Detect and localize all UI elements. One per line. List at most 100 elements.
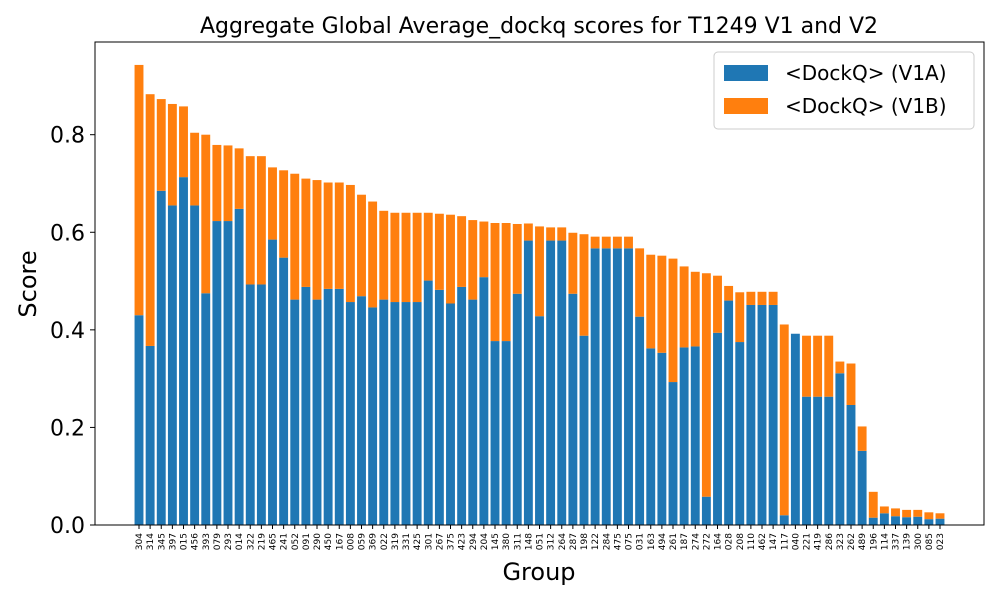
bar-v1a-117 bbox=[779, 515, 789, 525]
bar-v1b-314 bbox=[145, 94, 155, 346]
x-tick-label: 301 bbox=[424, 533, 434, 550]
bar-v1a-264 bbox=[557, 240, 567, 525]
x-tick-label: 450 bbox=[324, 533, 334, 550]
bar-v1a-059 bbox=[357, 296, 366, 525]
bar-v1a-114 bbox=[879, 513, 889, 525]
bar-v1a-287 bbox=[568, 293, 578, 525]
bar-v1b-208 bbox=[735, 292, 745, 343]
x-axis: 304 314 345 397 015 456 393 079 293 014 322 219 465 2… bbox=[135, 525, 946, 550]
bar-v1b-264 bbox=[557, 227, 567, 241]
bar-v1b-145 bbox=[490, 223, 500, 342]
x-tick-label: 139 bbox=[903, 533, 913, 550]
bar-v1b-085 bbox=[924, 512, 934, 520]
bar-v1b-052 bbox=[290, 173, 300, 300]
x-tick-label: 147 bbox=[769, 533, 779, 550]
bar-v1a-221 bbox=[802, 396, 811, 525]
bar-v1b-091 bbox=[301, 178, 311, 287]
bar-v1a-397 bbox=[167, 205, 177, 525]
bar-v1a-198 bbox=[579, 335, 589, 525]
bar-v1a-331 bbox=[401, 302, 411, 525]
bar-v1b-114 bbox=[879, 506, 889, 514]
bar-v1a-261 bbox=[668, 382, 678, 525]
x-tick-label: 375 bbox=[447, 533, 457, 550]
bar-v1a-187 bbox=[679, 347, 689, 525]
x-tick-label: 008 bbox=[346, 533, 356, 550]
x-tick-label: 264 bbox=[558, 533, 568, 550]
bar-v1b-311 bbox=[512, 223, 522, 294]
bar-v1b-219 bbox=[256, 156, 266, 285]
x-tick-label: 241 bbox=[280, 533, 290, 550]
bar-v1b-312 bbox=[546, 227, 556, 241]
x-tick-label: 145 bbox=[491, 533, 501, 550]
bar-v1a-014 bbox=[234, 208, 244, 525]
x-tick-label: 380 bbox=[502, 533, 512, 550]
bar-v1a-294 bbox=[468, 299, 478, 525]
bar-v1b-380 bbox=[501, 223, 511, 342]
y-tick-label: 0.8 bbox=[50, 124, 85, 149]
bar-v1b-423 bbox=[457, 216, 467, 287]
bar-v1a-293 bbox=[223, 221, 233, 526]
x-tick-label: 293 bbox=[224, 533, 234, 550]
x-tick-label: 167 bbox=[335, 533, 345, 550]
bar-v1a-008 bbox=[345, 302, 355, 525]
x-tick-label: 122 bbox=[591, 533, 601, 550]
x-tick-label: 419 bbox=[814, 533, 824, 550]
x-tick-label: 323 bbox=[836, 533, 846, 550]
bar-v1a-147 bbox=[768, 304, 778, 525]
x-tick-label: 489 bbox=[858, 533, 868, 550]
legend-swatch-v1a bbox=[724, 65, 768, 81]
bar-v1b-274 bbox=[690, 271, 700, 347]
bar-v1b-023 bbox=[935, 513, 945, 519]
bar-v1a-167 bbox=[334, 288, 344, 525]
bar-v1b-465 bbox=[268, 167, 277, 240]
bar-v1a-219 bbox=[256, 284, 266, 525]
x-tick-label: 198 bbox=[580, 533, 590, 550]
bar-v1b-345 bbox=[156, 99, 166, 191]
bar-v1a-052 bbox=[290, 299, 300, 525]
x-tick-label: 456 bbox=[191, 533, 201, 550]
x-tick-label: 148 bbox=[524, 533, 534, 550]
bar-v1a-023 bbox=[935, 518, 945, 525]
bar-v1b-369 bbox=[368, 201, 378, 308]
bar-v1b-290 bbox=[312, 180, 322, 300]
x-tick-label: 015 bbox=[180, 533, 190, 550]
bar-v1a-075 bbox=[624, 248, 633, 525]
bar-v1a-425 bbox=[412, 302, 422, 525]
x-tick-label: 051 bbox=[536, 533, 546, 550]
bar-v1b-051 bbox=[535, 226, 544, 317]
bar-v1a-475 bbox=[612, 248, 622, 525]
bar-v1b-489 bbox=[857, 426, 867, 451]
x-tick-label: 031 bbox=[636, 533, 646, 550]
bar-v1b-425 bbox=[412, 212, 422, 303]
bar-v1b-304 bbox=[134, 64, 144, 316]
bar-v1a-022 bbox=[379, 299, 389, 525]
x-tick-label: 085 bbox=[925, 533, 935, 550]
bar-v1b-167 bbox=[334, 182, 344, 289]
bar-v1b-375 bbox=[446, 214, 455, 304]
bar-v1a-204 bbox=[479, 277, 489, 525]
bar-v1b-122 bbox=[590, 236, 600, 249]
bars-group bbox=[134, 64, 945, 526]
bar-v1b-059 bbox=[357, 194, 366, 297]
bar-v1a-462 bbox=[757, 304, 767, 525]
legend-label-v1b: <DockQ> (V1B) bbox=[785, 94, 947, 118]
bar-v1b-008 bbox=[345, 184, 355, 303]
x-tick-label: 274 bbox=[691, 533, 701, 550]
x-tick-label: 337 bbox=[892, 533, 902, 550]
x-tick-label: 204 bbox=[480, 533, 490, 550]
bar-v1b-450 bbox=[323, 182, 333, 289]
bar-v1a-301 bbox=[423, 280, 433, 525]
bar-v1b-300 bbox=[913, 509, 923, 517]
legend-label-v1a: <DockQ> (V1A) bbox=[785, 61, 947, 85]
bar-v1a-148 bbox=[523, 240, 533, 525]
bar-v1b-294 bbox=[468, 220, 478, 300]
bar-v1b-022 bbox=[379, 210, 389, 300]
bar-v1a-051 bbox=[535, 316, 544, 525]
bar-v1b-196 bbox=[868, 491, 878, 518]
bar-v1a-284 bbox=[601, 248, 611, 525]
bar-v1b-323 bbox=[835, 361, 845, 374]
chart-title: Aggregate Global Average_dockq scores fo… bbox=[200, 14, 878, 39]
bar-v1a-262 bbox=[846, 404, 856, 525]
bar-v1b-475 bbox=[612, 236, 622, 249]
x-tick-label: 196 bbox=[869, 533, 879, 550]
